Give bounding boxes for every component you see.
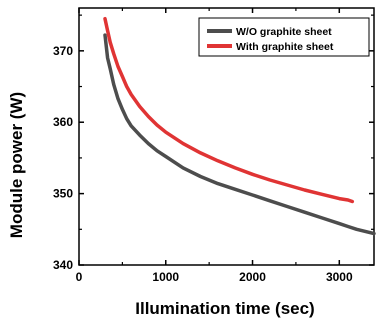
plot-frame-border xyxy=(78,7,375,266)
x-tick-label: 3000 xyxy=(326,270,353,284)
x-tick-label: 2000 xyxy=(239,270,266,284)
y-tick-label: 370 xyxy=(53,44,73,58)
y-tick-label: 340 xyxy=(53,258,73,272)
y-tick-label: 350 xyxy=(53,187,73,201)
y-tick-label: 360 xyxy=(53,115,73,129)
x-tick-label: 0 xyxy=(76,270,83,284)
legend-box xyxy=(198,17,370,57)
legend-label-wo-graphite: W/O graphite sheet xyxy=(236,26,332,38)
plot-frame xyxy=(78,7,375,266)
x-tick-label: 1000 xyxy=(152,270,179,284)
legend-label-with-graphite: With graphite sheet xyxy=(236,41,334,53)
y-axis-title: Module power (W) xyxy=(7,92,26,238)
series-lines xyxy=(103,16,376,236)
series-line-w-o-graphite-sheet xyxy=(103,33,376,236)
legend: W/O graphite sheet With graphite sheet xyxy=(198,17,370,57)
x-axis-title: Illumination time (sec) xyxy=(135,299,314,318)
axis-ticks: 0 1000 2000 3000 340 350 360 370 xyxy=(53,8,374,284)
series-line-with-graphite-sheet xyxy=(103,16,355,204)
